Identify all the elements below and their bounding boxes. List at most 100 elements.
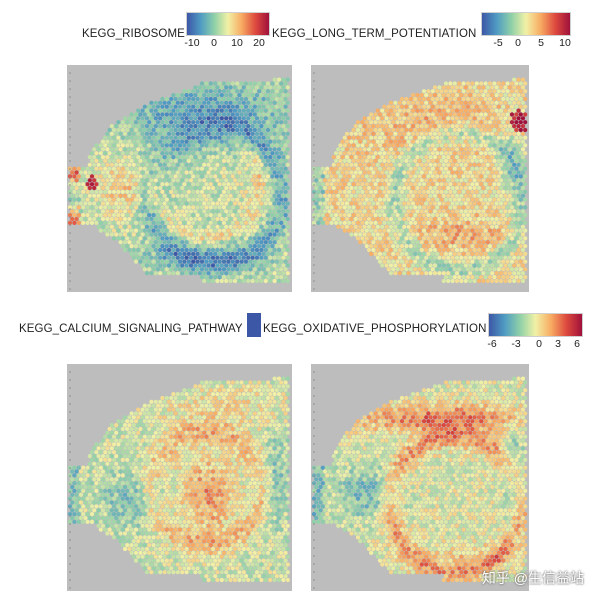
- expression-spot: [129, 158, 134, 163]
- expression-spot: [364, 197, 369, 202]
- expression-spot: [270, 259, 275, 264]
- expression-spot: [492, 174, 497, 179]
- expression-spot: [311, 197, 317, 202]
- expression-spot: [369, 120, 374, 125]
- expression-spot: [454, 278, 460, 284]
- expression-spot: [344, 216, 350, 222]
- expression-spot: [122, 131, 128, 136]
- expression-spot: [217, 151, 222, 156]
- expression-spot: [452, 120, 457, 125]
- expression-spot: [195, 182, 200, 187]
- expression-spot: [419, 116, 424, 121]
- expression-spot: [476, 240, 482, 245]
- expression-spot: [320, 182, 325, 187]
- expression-spot: [270, 403, 275, 408]
- expression-spot: [369, 220, 374, 225]
- expression-spot: [382, 127, 387, 133]
- expression-spot: [274, 127, 279, 133]
- expression-spot: [261, 228, 266, 233]
- expression-spot: [138, 112, 143, 117]
- expression-spot: [191, 419, 196, 424]
- expression-spot: [435, 259, 440, 264]
- expression-spot: [283, 205, 288, 210]
- expression-spot: [375, 162, 380, 167]
- expression-spot: [221, 251, 227, 256]
- expression-spot: [177, 189, 183, 194]
- expression-spot: [195, 244, 200, 249]
- expression-spot: [151, 213, 156, 218]
- expression-spot: [270, 388, 275, 393]
- expression-spot: [274, 450, 279, 455]
- expression-spot: [160, 450, 165, 455]
- expression-spot: [450, 247, 455, 253]
- expression-spot: [265, 151, 271, 156]
- expression-spot: [193, 430, 198, 435]
- expression-spot: [259, 415, 264, 420]
- expression-spot: [162, 108, 167, 113]
- expression-spot: [437, 124, 442, 129]
- expression-spot: [164, 395, 169, 401]
- expression-spot: [362, 201, 367, 206]
- expression-spot: [265, 120, 271, 125]
- expression-spot: [98, 450, 103, 455]
- expression-spot: [241, 430, 246, 435]
- expression-spot: [180, 100, 185, 105]
- expression-spot: [217, 395, 222, 401]
- expression-spot: [261, 89, 266, 94]
- expression-spot: [380, 209, 385, 214]
- expression-spot: [109, 185, 114, 191]
- expression-spot: [465, 267, 471, 272]
- expression-spot: [492, 182, 497, 187]
- expression-spot: [432, 209, 438, 214]
- expression-spot: [257, 143, 262, 148]
- expression-spot: [505, 158, 510, 163]
- expression-spot: [153, 255, 158, 260]
- expression-spot: [204, 228, 209, 233]
- expression-spot: [507, 139, 512, 144]
- expression-spot: [111, 197, 117, 202]
- expression-spot: [373, 251, 378, 256]
- expression-spot: [399, 213, 405, 218]
- expression-spot: [347, 228, 352, 233]
- expression-spot: [459, 209, 464, 214]
- expression-spot: [279, 244, 284, 249]
- expression-spot: [417, 189, 422, 194]
- expression-spot: [274, 112, 279, 117]
- expression-spot: [118, 461, 123, 466]
- expression-spot: [384, 240, 389, 245]
- expression-spot: [366, 139, 372, 144]
- expression-spot: [114, 139, 119, 144]
- expression-spot: [246, 392, 251, 397]
- expression-spot: [197, 100, 202, 105]
- expression-spot: [384, 178, 389, 183]
- expression-spot: [257, 457, 262, 462]
- expression-spot: [175, 271, 180, 276]
- expression-spot: [364, 143, 369, 148]
- expression-spot: [333, 189, 339, 194]
- expression-spot: [153, 170, 158, 175]
- expression-spot: [268, 263, 273, 268]
- expression-spot: [512, 124, 517, 129]
- expression-spot: [173, 127, 178, 133]
- expression-spot: [285, 430, 290, 435]
- expression-spot: [177, 112, 183, 117]
- expression-spot: [268, 271, 273, 276]
- expression-spot: [250, 155, 255, 160]
- expression-spot: [386, 182, 391, 187]
- expression-spot: [149, 162, 154, 167]
- expression-spot: [402, 155, 407, 160]
- slide-edge-dot: [313, 256, 315, 258]
- expression-spot: [215, 438, 220, 443]
- expression-spot: [516, 116, 521, 121]
- expression-spot: [180, 255, 185, 260]
- expression-spot: [503, 185, 508, 191]
- expression-spot: [263, 454, 268, 459]
- expression-spot: [419, 147, 424, 152]
- expression-spot: [268, 384, 273, 389]
- expression-spot: [160, 419, 165, 424]
- expression-spot: [171, 170, 176, 175]
- expression-spot: [386, 120, 391, 125]
- expression-spot: [246, 93, 251, 98]
- expression-spot: [122, 438, 128, 443]
- expression-spot: [432, 193, 438, 198]
